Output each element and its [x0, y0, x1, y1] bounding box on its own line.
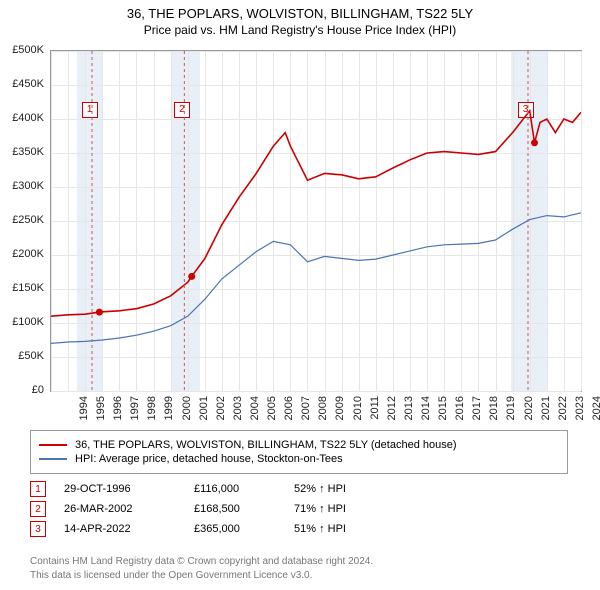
- y-tick-label: £100K: [0, 316, 44, 328]
- legend-label-1: 36, THE POPLARS, WOLVISTON, BILLINGHAM, …: [75, 439, 457, 451]
- legend-swatch-1: [39, 444, 67, 446]
- table-row: 3 14-APR-2022 £365,000 51% ↑ HPI: [30, 521, 414, 537]
- x-tick-label: 2015: [437, 396, 449, 426]
- x-tick-label: 2006: [283, 396, 295, 426]
- chart-title: 36, THE POPLARS, WOLVISTON, BILLINGHAM, …: [0, 0, 600, 21]
- legend-swatch-2: [39, 458, 67, 460]
- x-tick-label: 1997: [129, 396, 141, 426]
- y-tick-label: £400K: [0, 112, 44, 124]
- sale-hpi: 51% ↑ HPI: [294, 523, 414, 535]
- x-tick-label: 1994: [78, 396, 90, 426]
- x-tick-label: 2023: [574, 396, 586, 426]
- x-tick-label: 2009: [334, 396, 346, 426]
- sale-price: £116,000: [194, 483, 294, 495]
- x-tick-label: 1999: [163, 396, 175, 426]
- sale-marker-3-icon: 3: [30, 521, 46, 537]
- x-tick-label: 2008: [317, 396, 329, 426]
- y-tick-label: £0: [0, 384, 44, 396]
- x-tick-label: 2024: [591, 396, 600, 426]
- sale-price: £168,500: [194, 503, 294, 515]
- y-tick-label: £500K: [0, 44, 44, 56]
- y-tick-label: £50K: [0, 350, 44, 362]
- x-tick-label: 1998: [146, 396, 158, 426]
- x-tick-label: 2007: [300, 396, 312, 426]
- legend: 36, THE POPLARS, WOLVISTON, BILLINGHAM, …: [30, 430, 568, 474]
- x-tick-label: 2020: [523, 396, 535, 426]
- x-tick-label: 2021: [540, 396, 552, 426]
- y-tick-label: £350K: [0, 146, 44, 158]
- x-tick-label: 2001: [198, 396, 210, 426]
- x-tick-label: 2019: [505, 396, 517, 426]
- sale-hpi: 52% ↑ HPI: [294, 483, 414, 495]
- table-row: 1 29-OCT-1996 £116,000 52% ↑ HPI: [30, 481, 414, 497]
- sale-date: 26-MAR-2002: [64, 503, 194, 515]
- x-tick-label: 2012: [386, 396, 398, 426]
- x-tick-label: 2005: [266, 396, 278, 426]
- x-tick-label: 2011: [369, 396, 381, 426]
- x-tick-label: 2010: [352, 396, 364, 426]
- chart-subtitle: Price paid vs. HM Land Registry's House …: [0, 21, 600, 37]
- x-tick-label: 2004: [249, 396, 261, 426]
- x-tick-label: 1996: [112, 396, 124, 426]
- x-tick-label: 2017: [471, 396, 483, 426]
- sale-date: 29-OCT-1996: [64, 483, 194, 495]
- y-tick-label: £450K: [0, 78, 44, 90]
- y-tick-label: £150K: [0, 282, 44, 294]
- x-tick-label: 2002: [215, 396, 227, 426]
- table-row: 2 26-MAR-2002 £168,500 71% ↑ HPI: [30, 501, 414, 517]
- footnote: Contains HM Land Registry data © Crown c…: [30, 555, 570, 583]
- legend-item-2: HPI: Average price, detached house, Stoc…: [39, 453, 559, 465]
- y-tick-label: £250K: [0, 214, 44, 226]
- sales-table: 1 29-OCT-1996 £116,000 52% ↑ HPI 2 26-MA…: [30, 477, 414, 541]
- legend-item-1: 36, THE POPLARS, WOLVISTON, BILLINGHAM, …: [39, 439, 559, 451]
- x-tick-label: 2016: [454, 396, 466, 426]
- sale-hpi: 71% ↑ HPI: [294, 503, 414, 515]
- sale-price: £365,000: [194, 523, 294, 535]
- sale-marker-2-icon: 2: [30, 501, 46, 517]
- x-tick-label: 2013: [403, 396, 415, 426]
- chart-container: 36, THE POPLARS, WOLVISTON, BILLINGHAM, …: [0, 0, 600, 590]
- x-tick-label: 1995: [95, 396, 107, 426]
- y-tick-label: £300K: [0, 180, 44, 192]
- sale-marker-1-icon: 1: [30, 481, 46, 497]
- x-tick-label: 2022: [557, 396, 569, 426]
- x-tick-label: 2003: [232, 396, 244, 426]
- x-tick-label: 2018: [488, 396, 500, 426]
- legend-label-2: HPI: Average price, detached house, Stoc…: [75, 453, 343, 465]
- plot-area: 123: [50, 50, 582, 392]
- y-tick-label: £200K: [0, 248, 44, 260]
- x-tick-label: 2000: [181, 396, 193, 426]
- footnote-line-2: This data is licensed under the Open Gov…: [30, 569, 570, 583]
- x-tick-label: 2014: [420, 396, 432, 426]
- sale-date: 14-APR-2022: [64, 523, 194, 535]
- footnote-line-1: Contains HM Land Registry data © Crown c…: [30, 555, 570, 569]
